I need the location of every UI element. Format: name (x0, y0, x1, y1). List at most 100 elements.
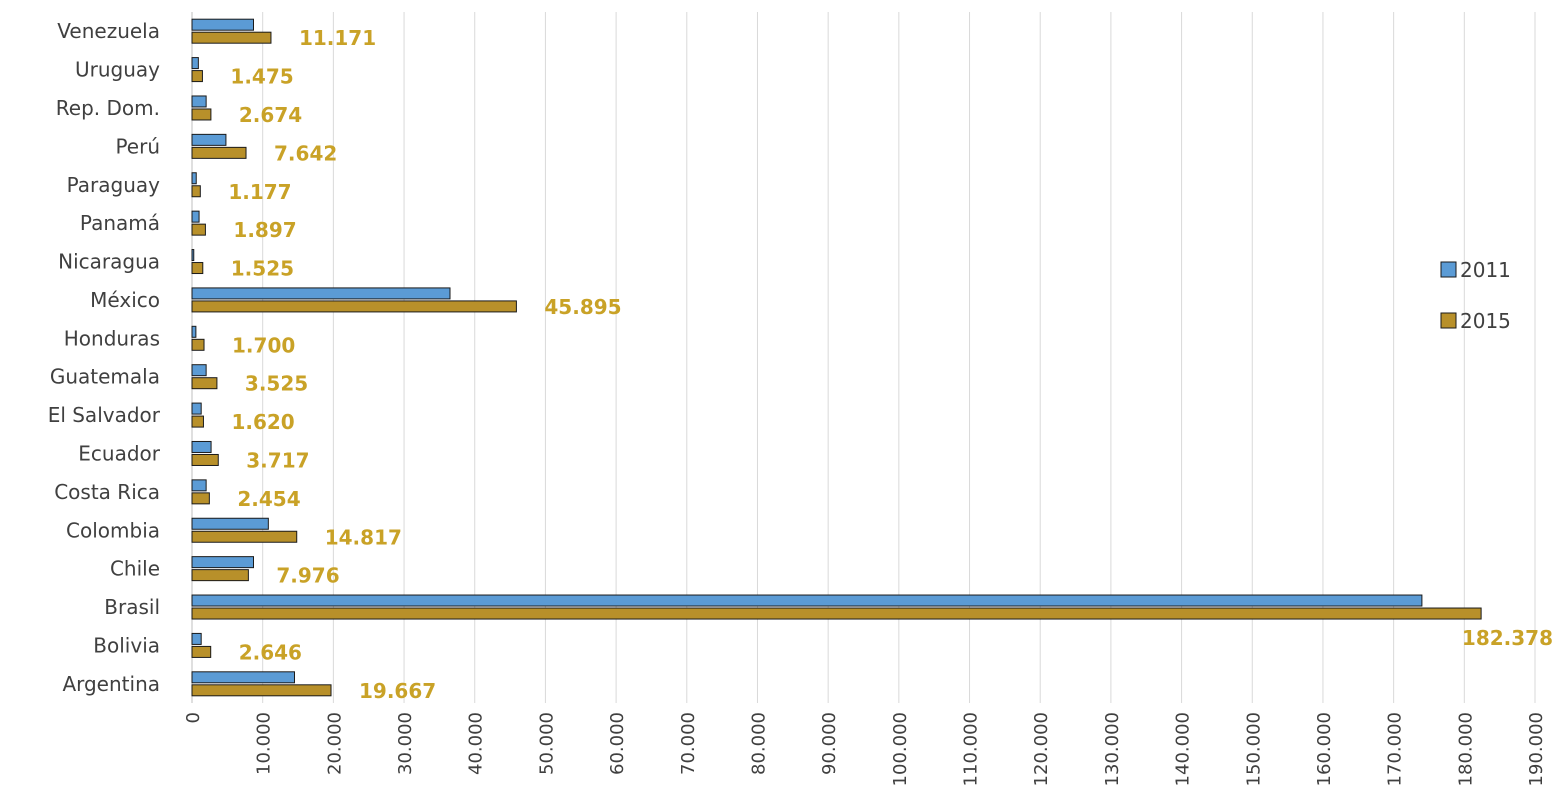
data-label-2015: 14.817 (325, 525, 402, 549)
bar-2011 (191, 517, 269, 530)
x-tick-label: 60.000 (607, 712, 628, 775)
bar-2015 (191, 300, 517, 313)
category-label: Uruguay (75, 58, 160, 82)
bar-2015 (191, 146, 247, 159)
data-label-2015: 2.674 (239, 103, 302, 127)
category-label: Colombia (66, 518, 160, 542)
category-label: Honduras (64, 326, 160, 350)
legend-swatch (1440, 312, 1457, 329)
data-label-2015: 3.525 (245, 372, 308, 396)
legend: 2011 2015 (1440, 258, 1511, 333)
tick-labels: 0 10.000 20.000 30.000 40.000 50.000 60.000 70.… (183, 712, 1547, 786)
x-tick-label: 180.000 (1455, 712, 1476, 786)
bar-2015 (191, 684, 332, 697)
category-label: Paraguay (67, 173, 161, 197)
category-label: Panamá (80, 211, 160, 235)
bar-2015 (191, 645, 212, 658)
bar-2011 (191, 210, 200, 223)
x-tick-label: 190.000 (1526, 712, 1547, 786)
bar-2015 (191, 31, 272, 44)
data-label-2015: 7.642 (274, 141, 337, 165)
data-label-2015: 182.378 (1462, 626, 1553, 650)
legend-swatch (1440, 261, 1457, 278)
x-tick-label: 100.000 (890, 712, 911, 786)
bar-2015 (191, 607, 1482, 620)
bar-2015 (191, 492, 210, 505)
bar-2011 (191, 364, 207, 377)
x-tick-label: 140.000 (1173, 712, 1194, 786)
bar-2015 (191, 453, 219, 466)
x-tick-label: 110.000 (961, 712, 982, 786)
x-tick-label: 40.000 (466, 712, 487, 775)
legend-label: 2011 (1460, 258, 1511, 282)
bar-2015 (191, 262, 204, 275)
x-tick-label: 120.000 (1031, 712, 1052, 786)
category-label: Costa Rica (54, 480, 160, 504)
bar-2011 (191, 440, 212, 453)
data-label-2015: 1.700 (232, 333, 295, 357)
category-label: México (90, 288, 160, 312)
category-label: Argentina (62, 672, 160, 696)
x-tick-label: 30.000 (395, 712, 416, 775)
bar-2011 (191, 18, 254, 31)
bar-2011 (191, 57, 199, 70)
x-tick-label: 150.000 (1243, 712, 1264, 786)
bar-2011 (191, 671, 295, 684)
bar-2011 (191, 249, 195, 262)
category-labels: Venezuela Uruguay Rep. Dom. Perú Paraguay Pan… (48, 19, 161, 696)
bar-2011 (191, 287, 451, 300)
data-label-2015: 11.171 (299, 26, 376, 50)
x-tick-label: 20.000 (324, 712, 345, 775)
data-label-2015: 1.177 (228, 180, 291, 204)
x-tick-label: 160.000 (1314, 712, 1335, 786)
bar-2011 (191, 556, 254, 569)
bar-2011 (191, 325, 197, 338)
bar-2015 (191, 185, 201, 198)
bar-2011 (191, 594, 1423, 607)
legend-label: 2015 (1460, 309, 1511, 333)
category-label: Venezuela (57, 19, 160, 43)
category-label: Chile (110, 557, 160, 581)
bar-2015 (191, 569, 249, 582)
bar-2011 (191, 172, 197, 185)
data-label-2015: 7.976 (276, 564, 339, 588)
x-tick-label: 170.000 (1385, 712, 1406, 786)
category-label: Rep. Dom. (56, 96, 160, 120)
bar-2015 (191, 415, 204, 428)
bar-2015 (191, 108, 212, 121)
x-tick-label: 90.000 (819, 712, 840, 775)
x-tick-label: 10.000 (254, 712, 275, 775)
x-tick-label: 0 (183, 712, 204, 723)
bar-2015 (191, 70, 203, 83)
data-label-2015: 19.667 (359, 679, 436, 703)
bar-2011 (191, 479, 207, 492)
x-tick-label: 130.000 (1102, 712, 1123, 786)
data-label-2015: 1.475 (230, 65, 293, 89)
bar-2015 (191, 338, 205, 351)
bar-2011 (191, 133, 227, 146)
bars (191, 18, 1482, 697)
bar-2015 (191, 223, 206, 236)
bar-2015 (191, 530, 298, 543)
bar-2011 (191, 402, 202, 415)
category-label: El Salvador (48, 403, 161, 427)
x-tick-label: 70.000 (678, 712, 699, 775)
data-label-2015: 1.620 (231, 410, 294, 434)
data-label-2015: 1.525 (231, 257, 294, 281)
bar-2015 (191, 377, 218, 390)
data-label-2015: 2.454 (237, 487, 300, 511)
category-label: Bolivia (93, 633, 160, 657)
category-label: Brasil (104, 595, 160, 619)
data-label-2015: 3.717 (246, 448, 309, 472)
data-label-2015: 2.646 (239, 640, 302, 664)
data-label-2015: 45.895 (544, 295, 621, 319)
x-tick-label: 50.000 (536, 712, 557, 775)
category-label: Ecuador (78, 441, 160, 465)
gridlines (191, 12, 1536, 703)
bar-2011 (191, 632, 202, 645)
category-label: Nicaragua (58, 250, 160, 274)
data-label-2015: 1.897 (233, 218, 296, 242)
x-tick-label: 80.000 (748, 712, 769, 775)
